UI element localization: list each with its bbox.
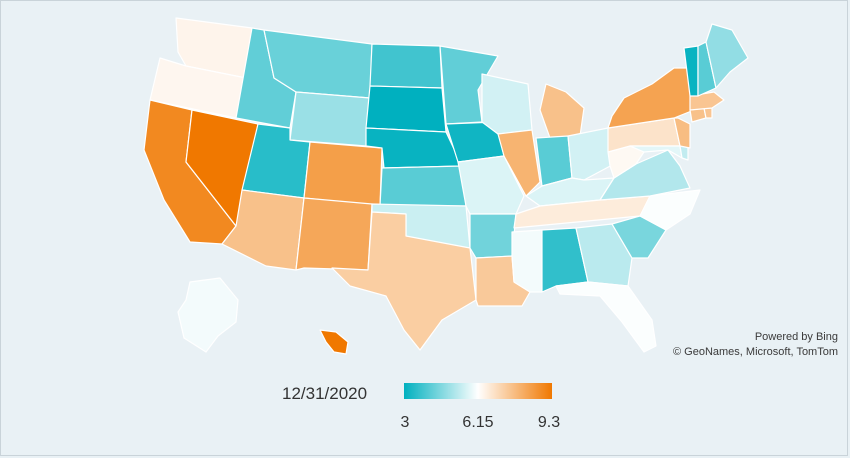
state-nc[interactable] <box>639 189 701 231</box>
state-sd[interactable] <box>365 85 447 133</box>
state-mi[interactable] <box>539 83 585 139</box>
state-ks[interactable] <box>379 165 467 207</box>
state-fl[interactable] <box>555 281 657 353</box>
legend-color-scale <box>404 383 552 399</box>
state-mn[interactable] <box>439 45 499 125</box>
state-nm[interactable] <box>295 197 373 271</box>
state-me[interactable] <box>705 23 749 89</box>
state-ak[interactable] <box>177 277 239 353</box>
state-ar[interactable] <box>469 213 517 259</box>
legend-min-label: 3 <box>400 414 410 431</box>
state-tx[interactable] <box>331 211 477 351</box>
map-attribution: Powered by Bing © GeoNames, Microsoft, T… <box>673 330 838 360</box>
state-ms[interactable] <box>511 229 543 293</box>
legend-mid-label: 6.15 <box>462 414 494 431</box>
state-ma[interactable] <box>689 91 725 111</box>
state-sc[interactable] <box>611 215 667 259</box>
attribution-powered-by: Powered by Bing <box>754 331 838 343</box>
attribution-copyright: © GeoNames, Microsoft, TomTom <box>673 346 838 358</box>
state-oh[interactable] <box>567 127 615 181</box>
legend-date-label: 12/31/2020 <box>282 384 368 403</box>
state-hi[interactable] <box>319 329 349 355</box>
state-nd[interactable] <box>369 43 443 89</box>
state-wi[interactable] <box>481 73 533 135</box>
legend-max-label: 9.3 <box>537 414 561 431</box>
state-ri[interactable] <box>703 107 713 119</box>
state-md[interactable] <box>629 145 683 159</box>
state-wy[interactable] <box>289 91 371 147</box>
state-va[interactable] <box>599 149 691 201</box>
state-in[interactable] <box>535 135 573 187</box>
state-co[interactable] <box>303 141 383 207</box>
state-ga[interactable] <box>575 223 633 287</box>
state-il[interactable] <box>497 129 541 197</box>
